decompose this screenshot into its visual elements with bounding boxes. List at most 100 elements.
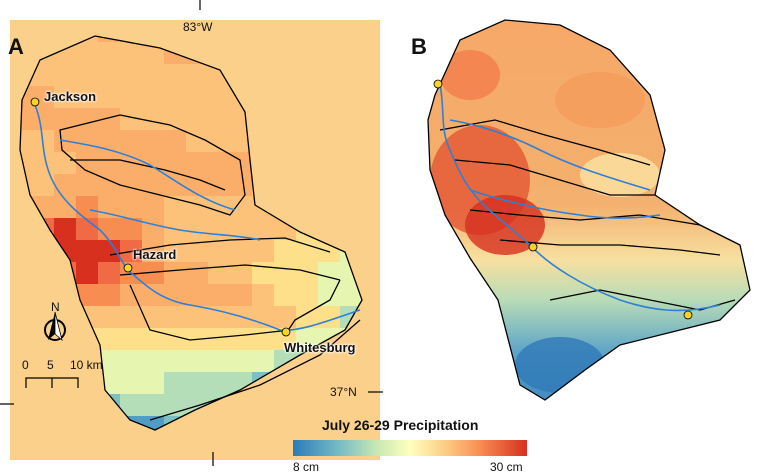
raster-cell bbox=[230, 350, 252, 372]
raster-cell bbox=[274, 284, 296, 306]
raster-cell bbox=[296, 240, 318, 262]
raster-cell bbox=[230, 196, 252, 218]
panel-b-boundaries bbox=[427, 19, 751, 401]
river-a-tributary bbox=[89, 209, 261, 241]
raster-cell bbox=[252, 328, 274, 350]
raster-cell bbox=[142, 218, 164, 240]
north-arrow-label: N bbox=[51, 300, 60, 314]
raster-cell bbox=[164, 152, 186, 174]
raster-cell bbox=[208, 328, 230, 350]
raster-cell bbox=[252, 240, 274, 262]
raster-cell bbox=[98, 240, 120, 262]
raster-cell bbox=[318, 262, 340, 284]
raster-cell bbox=[120, 372, 142, 394]
raster-cell bbox=[76, 86, 98, 108]
city-marker-whitesburg-b bbox=[683, 310, 693, 320]
legend-color-bar bbox=[293, 440, 527, 456]
river-b-main bbox=[439, 84, 721, 312]
raster-cell bbox=[164, 130, 186, 152]
raster-cell bbox=[32, 152, 54, 174]
raster-cell bbox=[142, 174, 164, 196]
raster-cell bbox=[186, 152, 208, 174]
raster-cell bbox=[164, 196, 186, 218]
raster-cell bbox=[76, 240, 98, 262]
raster-cell bbox=[142, 350, 164, 372]
panel-a-boundaries bbox=[19, 35, 363, 431]
city-marker-whitesburg bbox=[281, 327, 291, 337]
city-label-jackson: Jackson bbox=[44, 89, 97, 104]
raster-cell bbox=[32, 108, 54, 130]
raster-cell bbox=[98, 306, 120, 328]
raster-cell bbox=[54, 86, 76, 108]
raster-cell bbox=[120, 42, 142, 64]
raster-cell bbox=[208, 130, 230, 152]
raster-cell bbox=[20, 130, 32, 152]
raster-cell bbox=[98, 350, 120, 372]
raster-cell bbox=[98, 196, 120, 218]
latitude-label: 37°N bbox=[330, 385, 357, 399]
raster-cell bbox=[186, 350, 208, 372]
scale-tick-0: 0 bbox=[22, 358, 29, 372]
raster-cell bbox=[230, 284, 252, 306]
raster-cell bbox=[252, 306, 274, 328]
raster-cell bbox=[54, 174, 76, 196]
city-marker-jackson-b bbox=[433, 79, 443, 89]
raster-cell bbox=[164, 350, 186, 372]
raster-cell bbox=[54, 152, 76, 174]
raster-cell bbox=[230, 130, 252, 152]
raster-cell bbox=[274, 240, 296, 262]
raster-cell bbox=[318, 306, 340, 328]
legend-min-label: 8 cm bbox=[293, 460, 320, 474]
raster-cell bbox=[76, 262, 98, 284]
raster-cell bbox=[340, 284, 362, 306]
raster-cell bbox=[120, 328, 142, 350]
raster-cell bbox=[76, 152, 98, 174]
raster-cell bbox=[142, 130, 164, 152]
raster-cell bbox=[186, 240, 208, 262]
city-marker-jackson bbox=[30, 97, 40, 107]
raster-cell bbox=[208, 218, 230, 240]
raster-cell bbox=[120, 64, 142, 86]
legend-title: July 26-29 Precipitation bbox=[322, 417, 479, 433]
raster-cell bbox=[120, 196, 142, 218]
graticule-ticks bbox=[0, 0, 383, 466]
raster-cell bbox=[164, 174, 186, 196]
raster-cell bbox=[186, 284, 208, 306]
raster-cell bbox=[98, 42, 120, 64]
raster-cell bbox=[252, 284, 274, 306]
city-label-whitesburg: Whitesburg bbox=[284, 340, 356, 355]
raster-cell bbox=[186, 218, 208, 240]
raster-cell bbox=[54, 196, 76, 218]
raster-cell bbox=[252, 218, 274, 240]
raster-cell bbox=[186, 64, 208, 86]
scale-tick-10: 10 km bbox=[70, 358, 103, 372]
raster-cell bbox=[142, 196, 164, 218]
raster-cell bbox=[164, 284, 186, 306]
scale-bar bbox=[25, 377, 79, 388]
raster-cell bbox=[98, 284, 120, 306]
longitude-label: 83°W bbox=[183, 20, 213, 34]
raster-cell bbox=[230, 218, 252, 240]
raster-cell bbox=[274, 328, 296, 350]
raster-cell bbox=[274, 306, 296, 328]
river-a-north bbox=[59, 139, 236, 211]
raster-cell bbox=[76, 174, 98, 196]
raster-cell bbox=[296, 262, 318, 284]
raster-cell bbox=[230, 174, 252, 196]
raster-cell bbox=[296, 306, 318, 328]
raster-cell bbox=[98, 152, 120, 174]
raster-cell bbox=[98, 218, 120, 240]
raster-cell bbox=[142, 306, 164, 328]
raster-cell bbox=[230, 262, 252, 284]
panel-label-a: A bbox=[8, 34, 24, 59]
raster-cell bbox=[142, 108, 164, 130]
panel-label-b: B bbox=[411, 34, 427, 59]
raster-cell bbox=[120, 130, 142, 152]
raster-cell bbox=[186, 196, 208, 218]
raster-cell bbox=[20, 108, 32, 130]
raster-cell bbox=[208, 350, 230, 372]
raster-cell bbox=[76, 42, 98, 64]
raster-cell bbox=[120, 218, 142, 240]
raster-cell bbox=[164, 306, 186, 328]
